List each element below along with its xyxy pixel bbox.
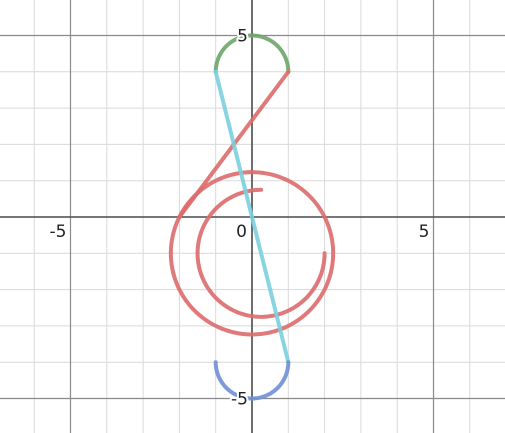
curve-3 — [168, 170, 336, 337]
y-tick-label: 5 — [237, 27, 248, 47]
x-tick-label-0: 0 — [236, 222, 247, 242]
x-tick-label-halo: -5 — [50, 222, 67, 242]
curve-1 — [213, 33, 291, 74]
x-tick-label: 5 — [419, 222, 430, 242]
y-tick-label: -5 — [231, 390, 248, 410]
curve-6 — [213, 360, 291, 401]
y-tick-label-halo: 5 — [237, 27, 248, 47]
x-tick-label: -5 — [50, 222, 67, 242]
curve-5 — [213, 69, 291, 365]
x-tick-label-halo: 5 — [419, 222, 430, 242]
series-layer — [168, 33, 336, 401]
y-tick-label-halo: -5 — [231, 390, 248, 410]
curve-4 — [195, 187, 327, 319]
x-tick-label-0-halo: 0 — [236, 222, 247, 242]
